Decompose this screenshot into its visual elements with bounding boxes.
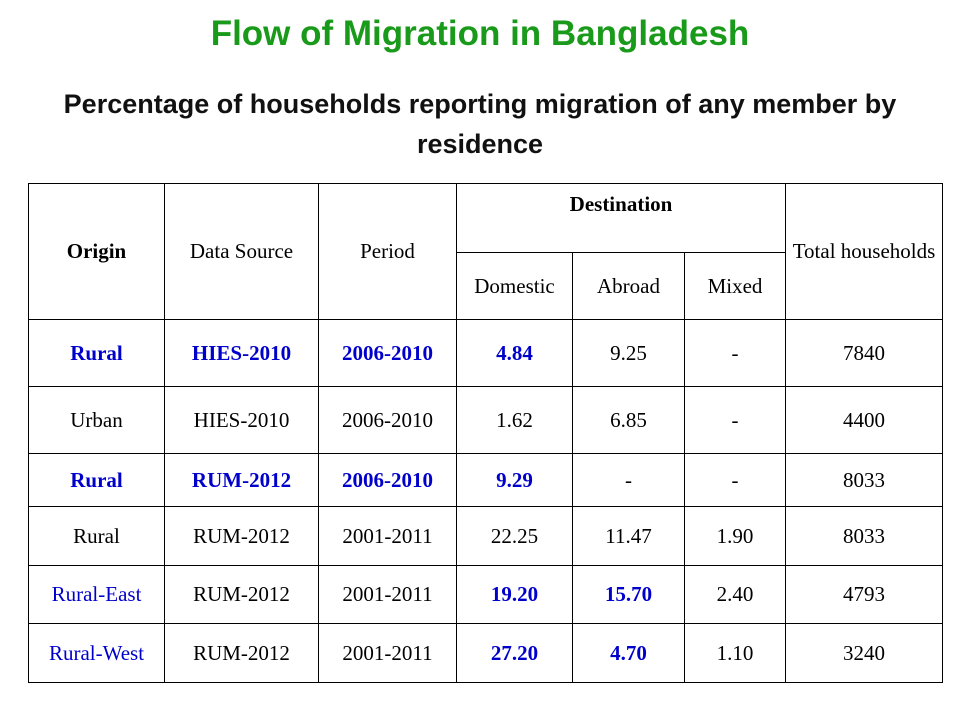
cell-period: 2001-2011 bbox=[318, 565, 457, 624]
cell-total: 7840 bbox=[785, 319, 943, 387]
cell-source: RUM-2012 bbox=[164, 565, 319, 624]
header-domestic: Domestic bbox=[456, 252, 573, 320]
cell-mixed: 1.10 bbox=[684, 623, 786, 683]
cell-source: HIES-2010 bbox=[164, 386, 319, 454]
cell-period: 2001-2011 bbox=[318, 623, 457, 683]
cell-source: RUM-2012 bbox=[164, 506, 319, 566]
table-header-row: Origin Data Source Period Destination To… bbox=[28, 183, 943, 320]
page-subtitle: Percentage of households reporting migra… bbox=[63, 89, 897, 159]
header-data-source: Data Source bbox=[164, 183, 319, 320]
cell-period: 2006-2010 bbox=[318, 386, 457, 454]
cell-domestic: 9.29 bbox=[456, 453, 573, 507]
table-row: Urban HIES-2010 2006-2010 1.62 6.85 - 44… bbox=[28, 386, 943, 454]
cell-total: 8033 bbox=[785, 506, 943, 566]
cell-source: RUM-2012 bbox=[164, 453, 319, 507]
header-abroad: Abroad bbox=[572, 252, 685, 320]
cell-abroad: - bbox=[572, 453, 685, 507]
cell-origin: Urban bbox=[28, 386, 165, 454]
table-row: Rural RUM-2012 2006-2010 9.29 - - 8033 bbox=[28, 453, 943, 507]
header-mixed: Mixed bbox=[684, 252, 786, 320]
cell-period: 2006-2010 bbox=[318, 453, 457, 507]
cell-origin: Rural-West bbox=[28, 623, 165, 683]
table-row: Rural HIES-2010 2006-2010 4.84 9.25 - 78… bbox=[28, 319, 943, 387]
cell-domestic: 4.84 bbox=[456, 319, 573, 387]
cell-mixed: - bbox=[684, 453, 786, 507]
cell-period: 2001-2011 bbox=[318, 506, 457, 566]
cell-origin: Rural bbox=[28, 319, 165, 387]
cell-domestic: 22.25 bbox=[456, 506, 573, 566]
header-total-households: Total households bbox=[785, 183, 943, 320]
cell-mixed: - bbox=[684, 319, 786, 387]
cell-abroad: 4.70 bbox=[572, 623, 685, 683]
cell-total: 8033 bbox=[785, 453, 943, 507]
cell-mixed: - bbox=[684, 386, 786, 454]
header-origin: Origin bbox=[28, 183, 165, 320]
cell-origin: Rural bbox=[28, 453, 165, 507]
page-title: Flow of Migration in Bangladesh bbox=[210, 14, 750, 53]
cell-abroad: 9.25 bbox=[572, 319, 685, 387]
cell-total: 4400 bbox=[785, 386, 943, 454]
cell-mixed: 2.40 bbox=[684, 565, 786, 624]
cell-total: 3240 bbox=[785, 623, 943, 683]
cell-domestic: 1.62 bbox=[456, 386, 573, 454]
table-row: Rural RUM-2012 2001-2011 22.25 11.47 1.9… bbox=[28, 506, 943, 566]
cell-mixed: 1.90 bbox=[684, 506, 786, 566]
header-destination: Destination bbox=[456, 183, 786, 253]
cell-source: RUM-2012 bbox=[164, 623, 319, 683]
cell-domestic: 27.20 bbox=[456, 623, 573, 683]
cell-abroad: 11.47 bbox=[572, 506, 685, 566]
cell-source: HIES-2010 bbox=[164, 319, 319, 387]
table-row: Rural-East RUM-2012 2001-2011 19.20 15.7… bbox=[28, 565, 943, 624]
cell-total: 4793 bbox=[785, 565, 943, 624]
cell-origin: Rural-East bbox=[28, 565, 165, 624]
migration-table: Origin Data Source Period Destination To… bbox=[28, 183, 943, 683]
cell-period: 2006-2010 bbox=[318, 319, 457, 387]
cell-origin: Rural bbox=[28, 506, 165, 566]
cell-abroad: 15.70 bbox=[572, 565, 685, 624]
table-row: Rural-West RUM-2012 2001-2011 27.20 4.70… bbox=[28, 623, 943, 683]
cell-domestic: 19.20 bbox=[456, 565, 573, 624]
table-subheader-row: Domestic Abroad Mixed bbox=[29, 252, 943, 320]
header-period: Period bbox=[318, 183, 457, 320]
cell-abroad: 6.85 bbox=[572, 386, 685, 454]
